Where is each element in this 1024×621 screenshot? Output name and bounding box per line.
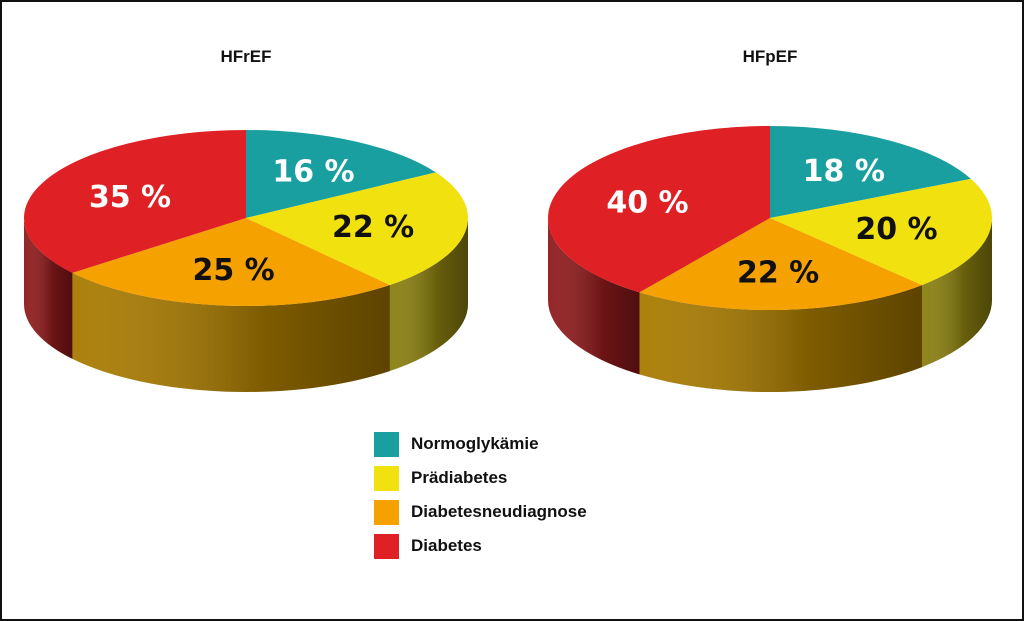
pie-top-hfpef [547,126,992,311]
chart-title-hfref: HFrEF [221,47,272,66]
pie-side-hfpef-diabetesneudiagnose-shade [639,285,922,392]
slice-label-hfpef-praediabetes: 20 % [855,212,937,247]
slice-label-hfref-diabetesneudiagnose: 25 % [192,253,274,288]
legend-swatch-normoglykaemie [374,431,399,457]
pie-side-walls-hfpef [548,218,992,392]
pie-side-walls-hfref [24,218,468,393]
legend-label-diabetes: Diabetes [411,536,482,555]
slice-label-hfpef-diabetes: 40 % [606,186,688,221]
legend-label-normoglykaemie: Normoglykämie [411,434,539,453]
legend-swatch-diabetesneudiagnose [374,499,399,525]
pie-top-hfref [23,130,468,306]
slice-label-hfref-praediabetes: 22 % [332,210,414,245]
legend-swatch-praediabetes [374,465,399,491]
chart-title-hfpef: HFpEF [743,47,798,66]
pie-slice-hfref-diabetes [23,130,246,273]
slice-label-hfpef-normoglykaemie: 18 % [803,154,885,189]
legend-label-diabetesneudiagnose: Diabetesneudiagnose [411,502,587,521]
pie-side-hfref-diabetes-shade [24,218,73,359]
legend-item-praediabetes: Prädiabetes [374,461,587,495]
legend-item-diabetes: Diabetes [374,529,587,563]
pie-chart-hfpef: HFpEF 18 % 20 % 22 % 40 % [547,47,992,392]
slice-label-hfref-normoglykaemie: 16 % [272,155,354,190]
slice-label-hfref-diabetes: 35 % [89,180,171,215]
pie-slice-hfpef-diabetesneudiagnose [639,218,922,311]
legend-label-praediabetes: Prädiabetes [411,468,508,487]
pie-slice-hfref-diabetesneudiagnose [72,218,390,306]
pie-side-hfpef-diabetes-shade [548,218,640,375]
pie-side-hfref-praediabetes-shade [389,218,468,372]
pie-slice-hfref-normoglykaemie [246,130,436,218]
legend: Normoglykämie Prädiabetes Diabetesneudia… [374,427,587,563]
pie-slice-hfref-praediabetes [246,172,468,286]
pie-slice-hfpef-normoglykaemie [770,126,971,218]
pie-side-hfref-diabetesneudiagnose-shade [72,272,390,393]
pie-slice-hfpef-praediabetes [770,178,992,286]
legend-item-diabetesneudiagnose: Diabetesneudiagnose [374,495,587,529]
pie-chart-hfref: HFrEF 16 % 22 % 25 % 35 % [23,47,468,393]
slice-label-hfpef-diabetesneudiagnose: 22 % [737,255,819,290]
legend-item-normoglykaemie: Normoglykämie [374,427,587,461]
pie-side-hfpef-praediabetes-shade [921,218,992,368]
pie-slice-hfpef-diabetes [547,126,770,293]
legend-swatch-diabetes [374,533,399,559]
